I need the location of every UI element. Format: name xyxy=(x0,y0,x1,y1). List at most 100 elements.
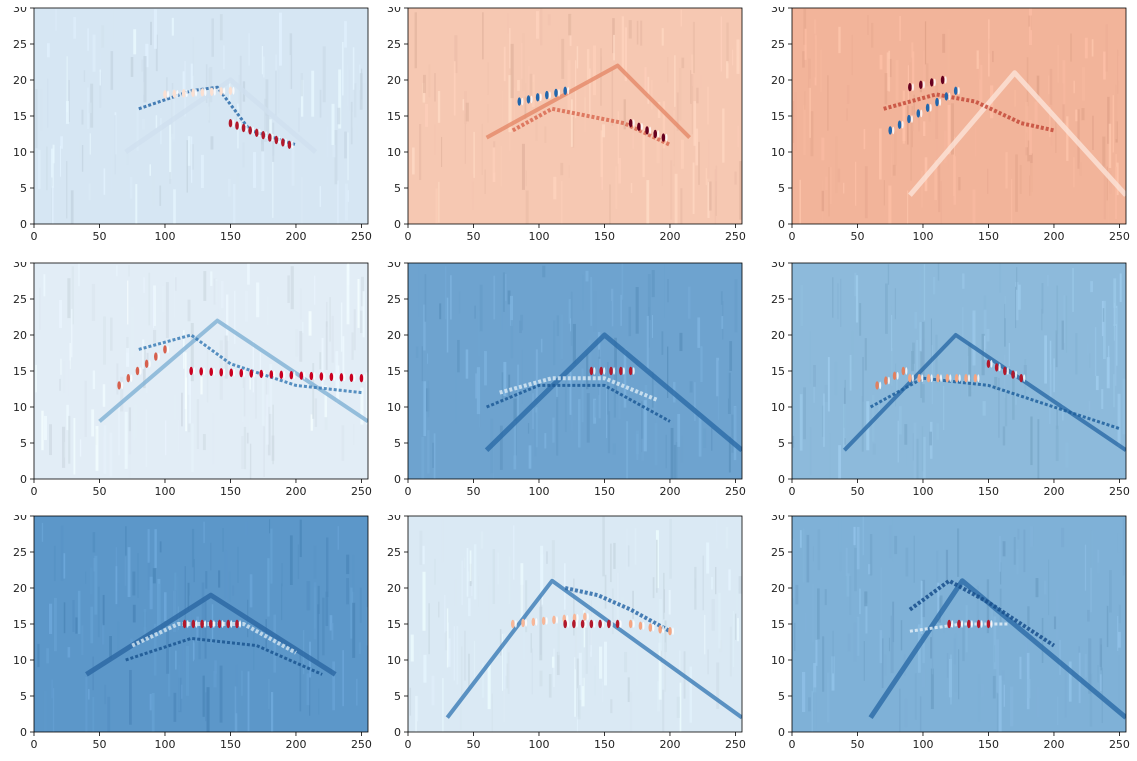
noise-streak xyxy=(1017,528,1020,540)
y-tick-label: 30 xyxy=(13,515,27,523)
noise-streak xyxy=(920,580,923,635)
noise-streak xyxy=(890,314,893,352)
noise-streak xyxy=(738,576,742,594)
x-tick-label: 150 xyxy=(594,738,615,751)
noise-streak xyxy=(1100,644,1102,671)
noise-streak xyxy=(662,101,666,149)
noise-streak xyxy=(148,272,151,326)
noise-streak xyxy=(602,516,605,577)
oscillation-mark-light xyxy=(293,371,296,380)
noise-streak xyxy=(539,670,543,687)
noise-streak xyxy=(953,638,957,665)
noise-streak xyxy=(147,561,151,591)
noise-streak xyxy=(49,424,52,456)
noise-streak xyxy=(104,684,107,705)
noise-streak xyxy=(828,167,830,217)
noise-streak xyxy=(868,564,872,575)
oscillation-mark xyxy=(615,619,620,629)
noise-streak xyxy=(447,622,449,660)
noise-streak xyxy=(736,39,740,74)
noise-streak xyxy=(51,679,54,699)
oscillation-mark-light xyxy=(602,620,605,628)
oscillation-mark-light xyxy=(998,363,1001,372)
y-tick-label: 30 xyxy=(387,515,401,523)
noise-streak xyxy=(855,275,859,323)
noise-streak xyxy=(325,321,328,370)
noise-streak xyxy=(109,636,112,659)
oscillation-mark xyxy=(144,359,149,368)
noise-streak xyxy=(1023,657,1026,705)
noise-streak xyxy=(1114,166,1118,220)
noise-streak xyxy=(802,51,805,68)
oscillation-mark xyxy=(653,129,658,139)
oscillation-mark xyxy=(535,93,540,102)
noise-streak xyxy=(536,11,539,39)
y-tick-label: 10 xyxy=(771,401,785,414)
noise-streak xyxy=(1012,372,1015,420)
noise-streak xyxy=(578,652,582,700)
oscillation-mark xyxy=(226,619,231,629)
noise-streak xyxy=(487,661,491,710)
noise-streak xyxy=(219,14,223,41)
noise-streak xyxy=(482,12,484,60)
x-tick-label: 250 xyxy=(725,485,746,498)
noise-streak xyxy=(360,276,364,307)
noise-streak xyxy=(524,96,527,120)
noise-streak xyxy=(992,675,996,699)
noise-streak xyxy=(242,142,245,168)
noise-streak xyxy=(674,55,676,107)
noise-streak xyxy=(676,92,679,131)
noise-streak xyxy=(500,292,503,330)
noise-streak xyxy=(225,294,229,341)
noise-streak xyxy=(895,60,899,101)
noise-streak xyxy=(423,654,427,683)
noise-streak xyxy=(224,335,228,379)
noise-streak xyxy=(306,673,310,706)
noise-streak xyxy=(249,574,253,608)
noise-streak xyxy=(272,161,274,218)
y-tick-label: 20 xyxy=(13,74,27,87)
y-tick-label: 0 xyxy=(778,473,785,486)
noise-streak xyxy=(444,594,446,633)
y-tick-label: 20 xyxy=(387,329,401,342)
x-tick-label: 250 xyxy=(1109,485,1130,498)
noise-streak xyxy=(244,290,248,322)
heatmap-image xyxy=(408,516,742,732)
noise-streak xyxy=(192,37,195,76)
noise-streak xyxy=(129,669,132,725)
noise-streak xyxy=(521,349,523,405)
noise-streak xyxy=(1090,281,1093,293)
noise-streak xyxy=(448,638,451,667)
noise-streak xyxy=(265,79,269,116)
noise-streak xyxy=(677,414,681,447)
noise-streak xyxy=(313,587,316,629)
noise-streak xyxy=(714,566,717,595)
noise-streak xyxy=(932,276,936,295)
noise-streak xyxy=(602,124,606,138)
noise-streak xyxy=(847,633,851,652)
noise-streak xyxy=(603,641,608,686)
noise-streak xyxy=(535,349,538,400)
x-tick-label: 200 xyxy=(285,738,306,751)
noise-streak xyxy=(528,445,532,469)
noise-streak xyxy=(646,180,650,224)
noise-streak xyxy=(116,265,118,277)
noise-streak xyxy=(621,596,624,609)
noise-streak xyxy=(838,445,841,479)
noise-streak xyxy=(235,171,239,191)
noise-streak xyxy=(99,72,102,108)
noise-streak xyxy=(859,303,862,336)
oscillation-mark-light xyxy=(576,614,579,622)
oscillation-mark xyxy=(267,133,272,142)
noise-streak xyxy=(921,426,924,472)
oscillation-mark xyxy=(964,374,968,383)
noise-streak xyxy=(458,291,461,314)
noise-streak xyxy=(424,274,427,322)
noise-streak xyxy=(152,290,155,329)
oscillation-mark-light xyxy=(139,367,142,375)
noise-streak xyxy=(1101,389,1104,409)
noise-streak xyxy=(247,263,250,285)
oscillation-mark xyxy=(936,374,940,383)
noise-streak xyxy=(209,66,213,103)
noise-streak xyxy=(940,181,943,224)
